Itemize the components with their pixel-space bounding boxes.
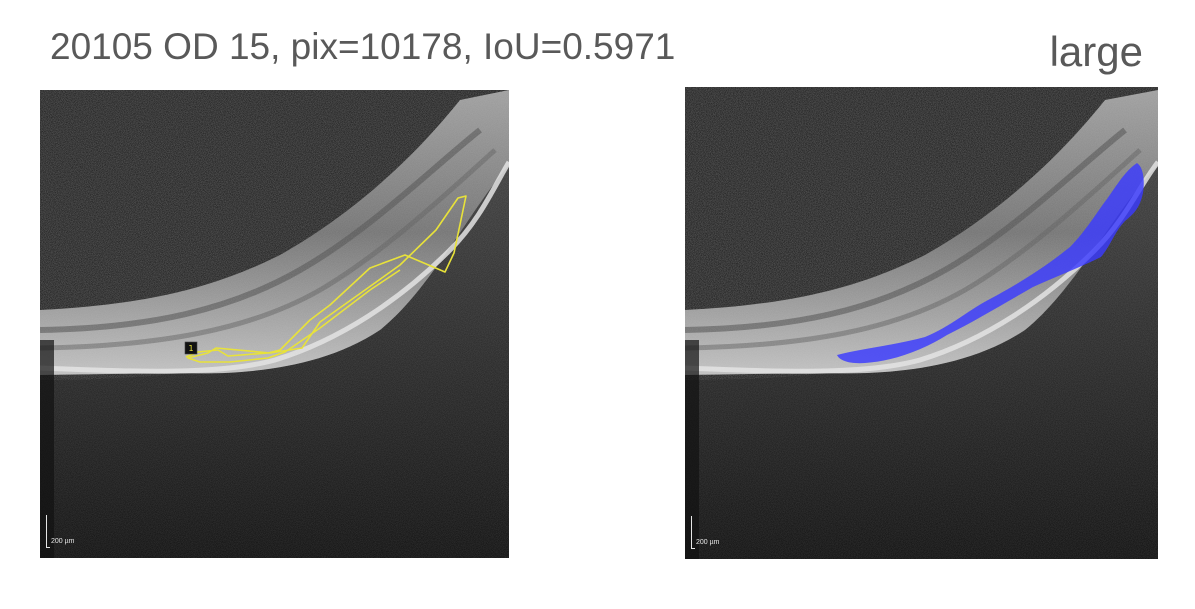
scale-bar (46, 515, 50, 548)
oct-scan-annotated: 1 200 µm (40, 90, 509, 558)
annotation-outline (185, 195, 467, 363)
page-title: 20105 OD 15, pix=10178, IoU=0.5971 (50, 26, 676, 67)
region-marker-box (184, 341, 198, 355)
oct-image-right (685, 87, 1158, 559)
segmentation-mask (837, 163, 1144, 364)
scale-label: 200 µm (51, 538, 75, 545)
size-label: large (1049, 28, 1143, 75)
region-marker-label: 1 (188, 344, 193, 353)
oct-image-left: 1 (40, 90, 509, 558)
scale-label: 200 µm (696, 539, 720, 546)
scale-bar (691, 516, 695, 549)
oct-scan-segmented: 200 µm (685, 87, 1158, 559)
